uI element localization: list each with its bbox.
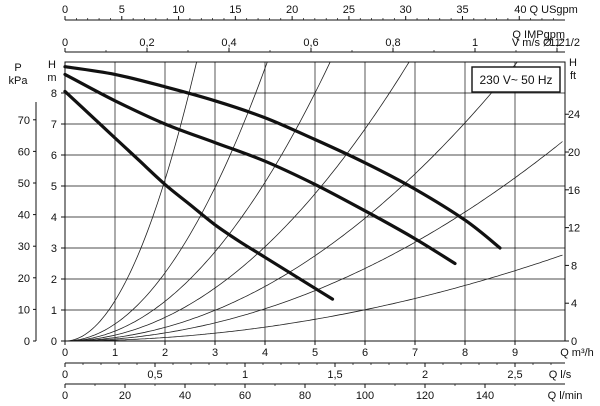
h-tick-label-4: 4 (51, 212, 57, 224)
ft-tick-label-24: 24 (568, 109, 580, 121)
x-tick-label-9: 9 (512, 347, 518, 359)
p-tick-label-70: 70 (18, 115, 30, 127)
system-curves (64, 61, 563, 342)
usgpm-tick-label-20: 20 (286, 4, 298, 16)
usgpm-tick-label-5: 5 (119, 4, 125, 16)
h-axis-unit: H (48, 59, 56, 71)
velocity-tick-label-0-4: 0,4 (221, 37, 236, 49)
system-curve-7 (65, 254, 563, 342)
usgpm-tick-label-10: 10 (172, 4, 184, 16)
h-axis-unit2: m (47, 72, 56, 84)
h-tick-label-0: 0 (51, 336, 57, 348)
lmin-tick-label-0: 0 (62, 390, 68, 402)
x-tick-label-0: 0 (62, 347, 68, 359)
ls-tick-label-0-5: 0,5 (147, 369, 162, 381)
ft-tick-label-20: 20 (568, 147, 580, 159)
x-tick-label-3: 3 (212, 347, 218, 359)
p-tick-label-20: 20 (18, 273, 30, 285)
ls-tick-label-0: 0 (62, 369, 68, 381)
ft-axis-unit: H (569, 57, 577, 69)
pump-curve-3 (63, 89, 335, 301)
p-tick-label-40: 40 (18, 210, 30, 222)
velocity-tick-label-1-2: 1,2 (549, 37, 564, 49)
impgpm-axis-label: Q IMPgpm (512, 29, 565, 41)
grid-lines (65, 62, 565, 341)
system-curve-3 (65, 61, 331, 342)
ls-tick-label-2-5: 2,5 (507, 369, 522, 381)
lmin-tick-label-60: 60 (239, 390, 251, 402)
ft-tick-label-0: 0 (571, 336, 577, 348)
h-tick-label-6: 6 (51, 150, 57, 162)
p-tick-label-60: 60 (18, 146, 30, 158)
lmin-tick-label-100: 100 (356, 390, 374, 402)
ft-tick-label-8: 8 (571, 260, 577, 272)
lmin-tick-label-80: 80 (299, 390, 311, 402)
lmin-tick-label-40: 40 (179, 390, 191, 402)
system-curve-4 (65, 61, 410, 342)
performance-curves (63, 65, 502, 301)
x-tick-label-7: 7 (412, 347, 418, 359)
system-curve-6 (65, 141, 563, 342)
ft-axis-unit2: ft (570, 70, 576, 82)
lmin-tick-label-140: 140 (476, 390, 494, 402)
p-tick-label-50: 50 (18, 178, 30, 190)
h-tick-label-2: 2 (51, 274, 57, 286)
ft-tick-label-16: 16 (568, 185, 580, 197)
h-tick-label-5: 5 (51, 181, 57, 193)
velocity-tick-label-0: 0 (62, 37, 68, 49)
lmin-axis-label: Q l/min (548, 390, 583, 402)
velocity-axis-label: V m/s Ø 1"1/2 (512, 37, 580, 49)
p-tick-label-0: 0 (24, 336, 30, 348)
p-axis-unit: P (14, 62, 21, 74)
h-tick-label-8: 8 (51, 88, 57, 100)
usgpm-tick-label-35: 35 (456, 4, 468, 16)
usgpm-tick-label-0: 0 (62, 4, 68, 16)
usgpm-tick-label-25: 25 (343, 4, 355, 16)
p-axis-unit2: kPa (9, 75, 29, 87)
legend-box: 230 V~ 50 Hz (471, 66, 561, 93)
system-curve-1 (64, 61, 197, 342)
ls-tick-label-1: 1 (242, 369, 248, 381)
pump-curve-1 (63, 65, 502, 250)
h-tick-label-7: 7 (51, 119, 57, 131)
x-tick-label-4: 4 (262, 347, 268, 359)
system-curve-5 (65, 61, 518, 342)
x-tick-label-1: 1 (112, 347, 118, 359)
usgpm-tick-label-40: 40 Q USgpm (514, 4, 578, 16)
lmin-tick-label-120: 120 (416, 390, 434, 402)
ft-tick-label-12: 12 (568, 223, 580, 235)
velocity-tick-label-1: 1 (472, 37, 478, 49)
p-tick-label-10: 10 (18, 304, 30, 316)
ls-axis-label: Q l/s (549, 369, 572, 381)
usgpm-tick-label-30: 30 (400, 4, 412, 16)
x-tick-label-6: 6 (362, 347, 368, 359)
system-curve-2 (65, 61, 268, 342)
velocity-tick-label-0-6: 0,6 (303, 37, 318, 49)
h-tick-label-3: 3 (51, 243, 57, 255)
h-tick-label-1: 1 (51, 305, 57, 317)
ls-tick-label-2: 2 (422, 369, 428, 381)
velocity-tick-label-0-2: 0,2 (139, 37, 154, 49)
pump-curve-2 (63, 72, 457, 266)
x-axis-label: Q m³/h (560, 347, 594, 359)
legend-label: 230 V~ 50 Hz (479, 73, 552, 87)
x-tick-label-2: 2 (162, 347, 168, 359)
p-tick-label-30: 30 (18, 241, 30, 253)
usgpm-tick-label-15: 15 (229, 4, 241, 16)
ls-tick-label-1-5: 1,5 (327, 369, 342, 381)
velocity-tick-label-0-8: 0,8 (385, 37, 400, 49)
lmin-tick-label-20: 20 (119, 390, 131, 402)
x-tick-label-5: 5 (312, 347, 318, 359)
ft-tick-label-4: 4 (571, 298, 577, 310)
x-tick-label-8: 8 (462, 347, 468, 359)
